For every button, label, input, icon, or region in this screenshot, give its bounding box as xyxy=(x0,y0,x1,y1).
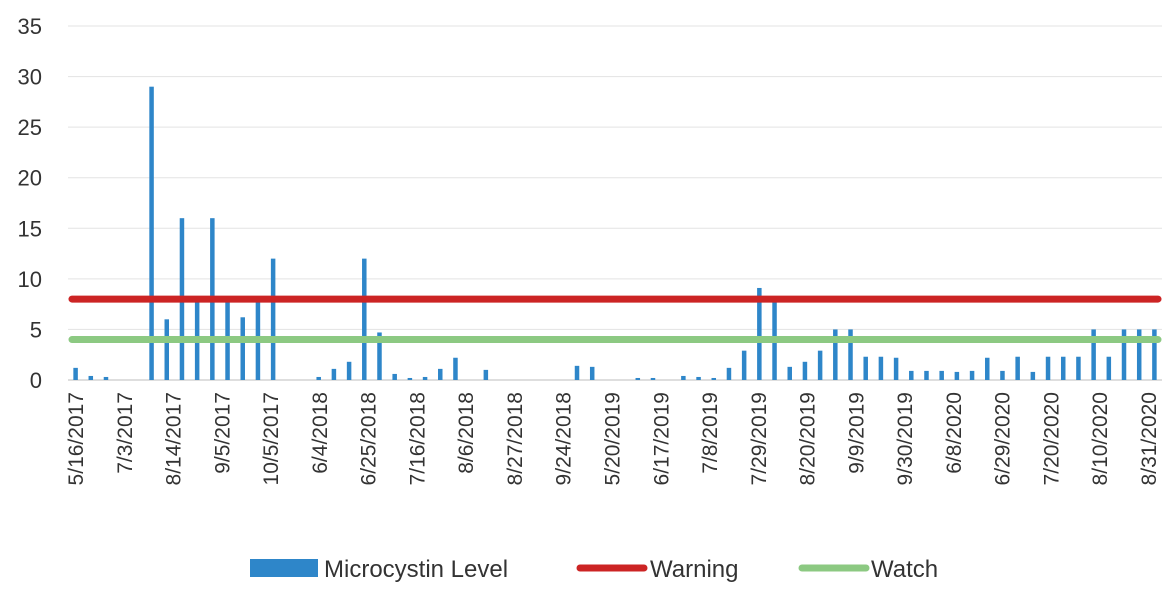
bar xyxy=(969,370,975,380)
bar xyxy=(362,258,367,380)
bar xyxy=(1091,329,1096,380)
bar xyxy=(589,366,595,380)
x-tick-label: 6/25/2018 xyxy=(358,392,381,485)
x-tick-label: 8/20/2019 xyxy=(797,392,820,485)
y-tick-label: 15 xyxy=(18,216,42,241)
bar xyxy=(316,376,321,380)
bar xyxy=(331,368,337,380)
x-tick-label: 6/17/2019 xyxy=(650,392,673,485)
bar xyxy=(1106,356,1112,380)
bar xyxy=(240,317,245,380)
x-tick-label: 8/10/2020 xyxy=(1089,392,1112,485)
bar xyxy=(422,376,428,380)
bar xyxy=(1060,356,1066,380)
x-tick-label: 7/8/2019 xyxy=(699,392,722,474)
x-tick-label: 7/3/2017 xyxy=(114,392,137,474)
x-tick-label: 6/4/2018 xyxy=(309,392,332,474)
bar xyxy=(711,377,717,380)
bar xyxy=(164,319,170,380)
y-tick-label: 5 xyxy=(30,317,42,342)
x-tick-label: 7/16/2018 xyxy=(406,392,429,485)
bar xyxy=(1136,329,1142,380)
bar xyxy=(1152,329,1157,380)
reference-lines xyxy=(68,295,1162,344)
x-tick-label: 7/20/2020 xyxy=(1040,392,1063,485)
legend-label: Watch xyxy=(871,556,938,583)
y-tick-label: 10 xyxy=(18,267,42,292)
x-tick-label: 8/14/2017 xyxy=(163,392,186,485)
bar xyxy=(696,376,701,380)
bar xyxy=(377,332,382,380)
bar xyxy=(848,329,853,380)
bar xyxy=(939,370,944,380)
bar xyxy=(878,356,884,380)
bar xyxy=(149,86,154,380)
bar xyxy=(787,366,792,380)
bar xyxy=(103,376,109,380)
y-tick-label: 35 xyxy=(18,14,42,39)
y-tick-label: 25 xyxy=(18,115,42,140)
bar xyxy=(438,368,443,380)
x-tick-label: 9/30/2019 xyxy=(894,392,917,485)
bar xyxy=(1030,371,1036,380)
bar xyxy=(802,361,808,380)
bar xyxy=(574,365,580,380)
x-tick-label: 8/31/2020 xyxy=(1138,392,1161,485)
bar xyxy=(1015,356,1020,380)
x-tick-label: 7/29/2019 xyxy=(748,392,771,485)
bar xyxy=(407,377,413,380)
bar xyxy=(909,370,914,380)
bar xyxy=(1076,356,1081,380)
legend: Microcystin Level Warning Watch xyxy=(250,556,938,583)
bar xyxy=(453,357,458,380)
x-tick-label: 6/8/2020 xyxy=(943,392,966,474)
bar xyxy=(817,350,823,380)
bar xyxy=(924,370,929,380)
legend-label: Warning xyxy=(650,556,738,583)
bar xyxy=(1121,329,1127,380)
y-axis-ticks: 0 5 10 15 20 25 30 35 xyxy=(18,14,42,393)
bar xyxy=(650,377,656,380)
bar xyxy=(741,350,747,380)
bar xyxy=(88,375,94,380)
bar xyxy=(635,377,641,380)
y-tick-label: 30 xyxy=(18,65,42,90)
bar xyxy=(863,356,868,380)
bar xyxy=(833,329,838,380)
bar xyxy=(726,367,732,380)
x-tick-label: 10/5/2017 xyxy=(260,392,283,485)
x-tick-label: 9/9/2019 xyxy=(845,392,868,474)
microcystin-bars xyxy=(73,86,1157,380)
bar xyxy=(483,369,489,380)
bar xyxy=(757,287,762,380)
x-axis-ticks: 5/16/2017 7/3/2017 8/14/2017 9/5/2017 10/5/2… xyxy=(65,392,1161,485)
bar xyxy=(270,258,276,380)
bar xyxy=(346,361,352,380)
x-tick-label: 9/5/2017 xyxy=(211,392,234,474)
bar xyxy=(681,375,686,380)
y-tick-label: 20 xyxy=(18,166,42,191)
x-tick-label: 9/24/2018 xyxy=(553,392,576,485)
x-tick-label: 5/20/2019 xyxy=(602,392,625,485)
bar xyxy=(1000,370,1005,380)
bar xyxy=(985,357,990,380)
x-tick-label: 6/29/2020 xyxy=(992,392,1015,485)
bar xyxy=(1045,356,1051,380)
gridlines xyxy=(68,25,1162,381)
bar xyxy=(73,367,78,380)
bar xyxy=(893,357,899,380)
legend-label: Microcystin Level xyxy=(324,556,508,583)
y-tick-label: 0 xyxy=(30,368,42,393)
bar xyxy=(392,373,397,380)
x-tick-label: 8/6/2018 xyxy=(455,392,478,474)
legend-swatch-bar xyxy=(250,559,318,577)
x-tick-label: 5/16/2017 xyxy=(65,392,88,485)
bar xyxy=(954,371,960,380)
x-tick-label: 8/27/2018 xyxy=(504,392,527,485)
